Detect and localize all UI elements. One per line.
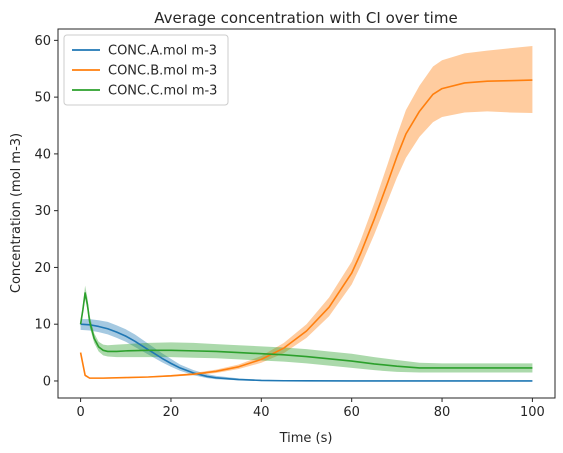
y-tick-label: 20 — [34, 261, 51, 276]
y-axis: 0 10 20 30 40 50 60 — [34, 34, 58, 389]
y-tick-label: 10 — [34, 318, 51, 333]
x-tick-label: 100 — [520, 405, 545, 420]
series-lines — [79, 79, 533, 382]
series-line-2 — [79, 79, 533, 379]
y-tick-label: 30 — [34, 204, 51, 219]
confidence-band-2 — [80, 46, 533, 379]
chart-title: Average concentration with CI over time — [154, 9, 457, 27]
x-tick-label: 0 — [76, 405, 84, 420]
x-tick-label: 60 — [343, 405, 360, 420]
y-axis-label: Concentration (mol m-3) — [9, 133, 24, 293]
x-tick-label: 20 — [163, 405, 180, 420]
legend-label-3: CONC.C.mol m-3 — [108, 84, 217, 99]
x-tick-label: 40 — [253, 405, 270, 420]
legend-box — [63, 34, 229, 106]
x-tick-label: 80 — [434, 405, 451, 420]
x-axis: 0 20 40 60 80 100 — [76, 398, 545, 420]
x-axis-label: Time (s) — [279, 431, 333, 446]
legend: CONC.A.mol m-3 CONC.B.mol m-3 CONC.C.mol m… — [63, 34, 229, 106]
plot-frame — [57, 28, 556, 399]
y-tick-label: 0 — [43, 374, 51, 389]
y-tick-label: 60 — [34, 34, 51, 49]
series-line-1 — [80, 323, 533, 382]
y-tick-label: 40 — [34, 147, 51, 162]
legend-label-1: CONC.A.mol m-3 — [108, 44, 217, 59]
legend-label-2: CONC.B.mol m-3 — [108, 64, 217, 79]
y-tick-label: 50 — [34, 91, 51, 106]
series-line-3 — [79, 292, 533, 369]
